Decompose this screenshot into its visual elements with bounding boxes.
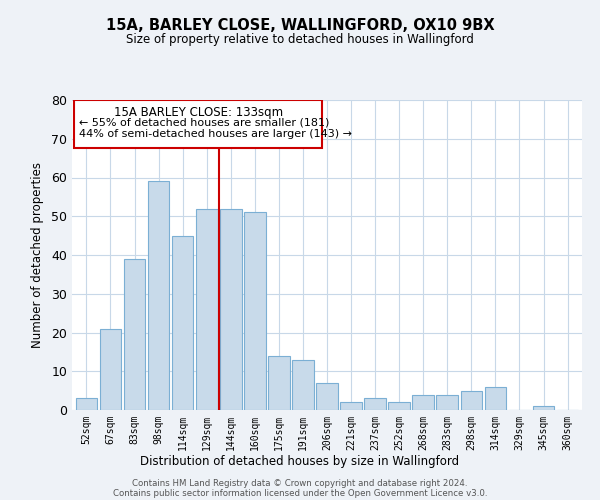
Text: Contains public sector information licensed under the Open Government Licence v3: Contains public sector information licen… (113, 489, 487, 498)
Bar (436, 394, 458, 410)
Bar (388, 402, 410, 410)
Bar (340, 402, 362, 410)
Bar (268, 356, 290, 410)
Text: 44% of semi-detached houses are larger (143) →: 44% of semi-detached houses are larger (… (79, 129, 352, 139)
Text: 15A, BARLEY CLOSE, WALLINGFORD, OX10 9BX: 15A, BARLEY CLOSE, WALLINGFORD, OX10 9BX (106, 18, 494, 32)
Bar (124, 259, 145, 410)
Text: Contains HM Land Registry data © Crown copyright and database right 2024.: Contains HM Land Registry data © Crown c… (132, 479, 468, 488)
Bar (316, 383, 338, 410)
Text: 15A BARLEY CLOSE: 133sqm: 15A BARLEY CLOSE: 133sqm (114, 106, 283, 119)
Bar (244, 212, 266, 410)
Bar (196, 208, 218, 410)
Bar (364, 398, 386, 410)
Bar (74, 100, 322, 148)
Text: Distribution of detached houses by size in Wallingford: Distribution of detached houses by size … (140, 455, 460, 468)
Bar (148, 182, 169, 410)
Bar (412, 394, 434, 410)
Bar (172, 236, 193, 410)
Bar (461, 390, 482, 410)
Bar (485, 387, 506, 410)
Bar (220, 208, 242, 410)
Text: ← 55% of detached houses are smaller (181): ← 55% of detached houses are smaller (18… (79, 118, 329, 128)
Bar (100, 328, 121, 410)
Bar (76, 398, 97, 410)
Bar (292, 360, 314, 410)
Bar (533, 406, 554, 410)
Text: Size of property relative to detached houses in Wallingford: Size of property relative to detached ho… (126, 32, 474, 46)
Y-axis label: Number of detached properties: Number of detached properties (31, 162, 44, 348)
